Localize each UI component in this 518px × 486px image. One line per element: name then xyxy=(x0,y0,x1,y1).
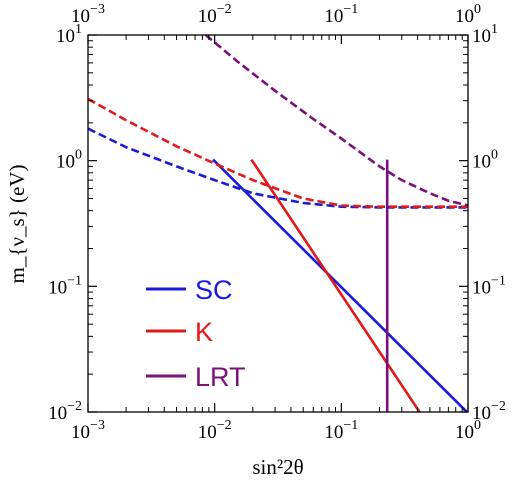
y-axis-label-group: m_{ν_s} (eV) xyxy=(5,165,29,284)
y-axis-label: m_{ν_s} (eV) xyxy=(5,165,29,284)
x-tick-label-top: 100 xyxy=(455,2,481,27)
x-tick-label-top: 10−2 xyxy=(198,2,232,27)
legend-label-sc: SC xyxy=(195,275,233,305)
y-tick-label-right: 10−1 xyxy=(472,273,506,298)
plot-frame xyxy=(87,34,469,413)
x-tick-label-top: 10−3 xyxy=(71,2,105,27)
legend: SC K LRT xyxy=(146,275,246,392)
y-tick-label-right: 101 xyxy=(472,22,498,47)
x-tick-label: 100 xyxy=(455,418,481,443)
series-sc-dashed xyxy=(88,127,468,209)
y-tick-label-right: 100 xyxy=(472,148,498,173)
legend-label-k: K xyxy=(195,317,213,347)
series-k-solid xyxy=(250,158,422,412)
series-sc-solid xyxy=(212,158,468,412)
y-tick-label: 10−1 xyxy=(48,273,82,298)
legend-label-lrt: LRT xyxy=(195,362,246,392)
x-tick-label: 10−1 xyxy=(324,418,358,443)
y-tick-label: 101 xyxy=(56,22,82,47)
x-tick-label-top: 10−1 xyxy=(324,2,358,27)
series-k-dashed xyxy=(88,97,468,208)
x-tick-label: 10−2 xyxy=(198,418,232,443)
series-layer xyxy=(88,35,468,412)
y-tick-label: 100 xyxy=(56,148,82,173)
y-tick-label: 10−2 xyxy=(48,399,82,424)
x-tick-label: 10−3 xyxy=(71,418,105,443)
y-tick-label-right: 10−2 xyxy=(472,399,506,424)
x-axis-label: sin²2θ xyxy=(252,455,303,479)
series-lrt-dashed xyxy=(204,35,468,207)
